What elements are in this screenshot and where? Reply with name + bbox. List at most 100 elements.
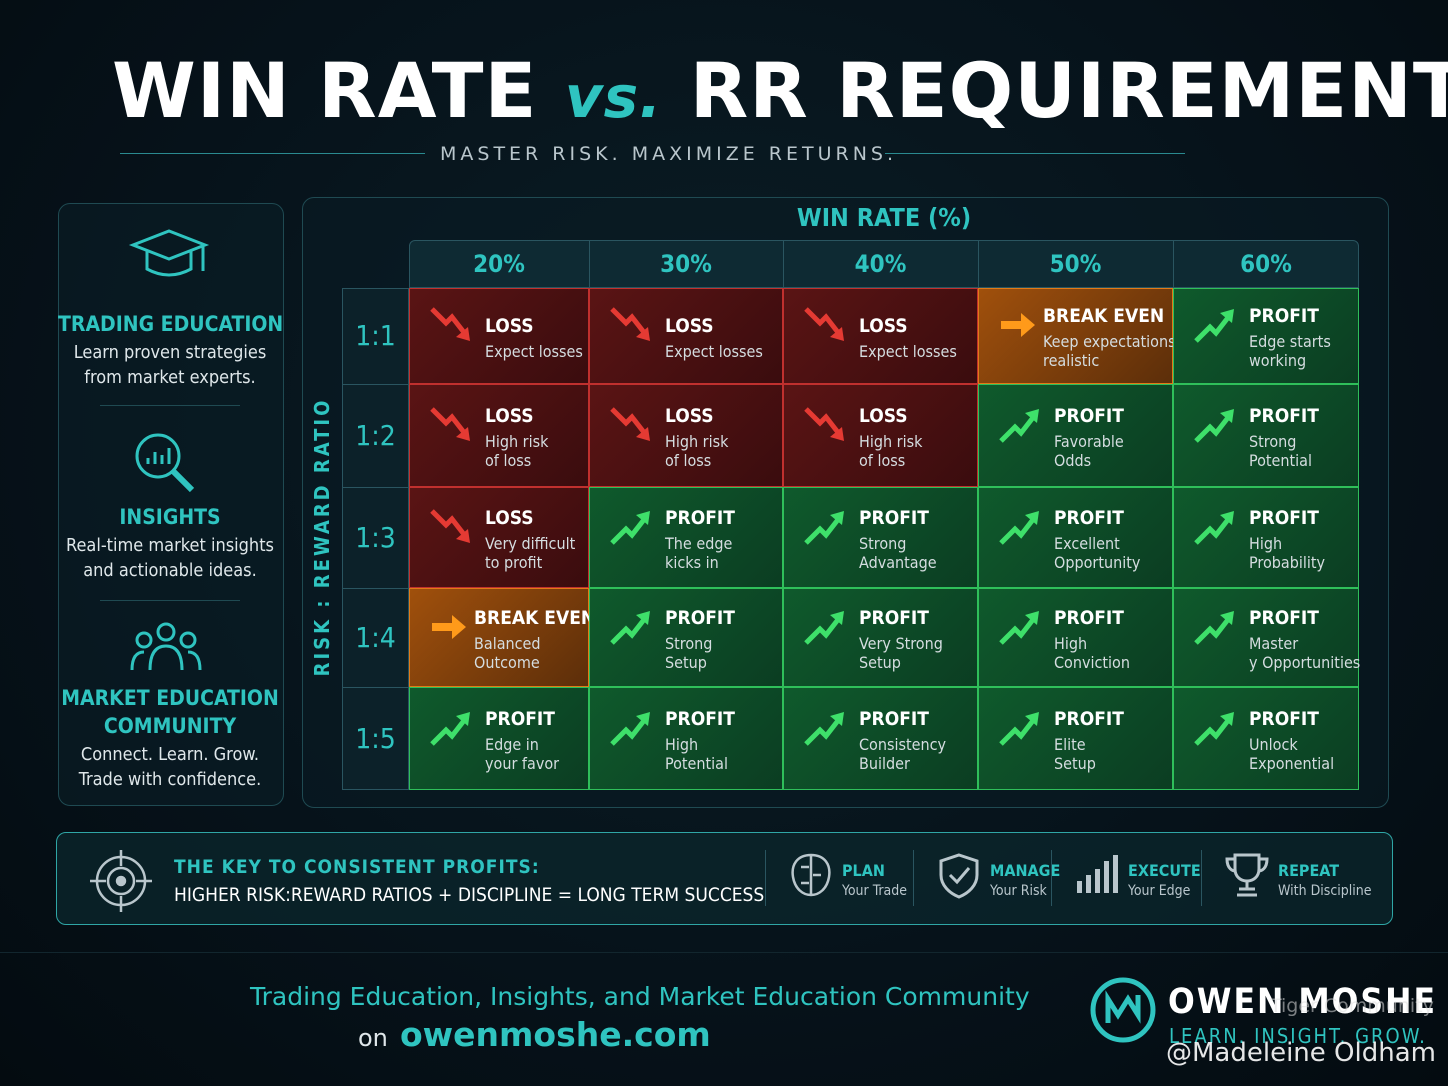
trend-icon bbox=[1192, 505, 1240, 553]
cell-note: Edge starts bbox=[1249, 332, 1331, 351]
title: WIN RATE vs. RR REQUIREMENT bbox=[112, 46, 1448, 135]
cell-status: LOSS bbox=[485, 314, 534, 337]
row-label: 1:3 bbox=[355, 520, 396, 554]
cell: PROFIT Favorable Odds bbox=[978, 384, 1173, 487]
trend-icon bbox=[428, 706, 476, 754]
cell: LOSS High risk of loss bbox=[783, 384, 978, 487]
cell: PROFIT Strong Advantage bbox=[783, 487, 978, 588]
watermark-site: Tiger Community bbox=[1270, 995, 1434, 1017]
cell-note: working bbox=[1249, 351, 1307, 370]
sidebar-text: Learn proven strategies bbox=[73, 342, 267, 363]
cell-note: High bbox=[1249, 533, 1283, 553]
row-label: 1:1 bbox=[355, 319, 396, 352]
cell: PROFIT Master y Opportunities bbox=[1173, 588, 1360, 687]
cell-status: LOSS bbox=[665, 404, 714, 427]
step-divider bbox=[765, 850, 766, 906]
trend-icon bbox=[1192, 605, 1240, 653]
step-icon bbox=[787, 851, 835, 903]
divider bbox=[100, 405, 240, 406]
cell-status: BREAK EVEN bbox=[474, 606, 596, 629]
logo bbox=[1090, 977, 1156, 1043]
trend-icon bbox=[608, 303, 656, 351]
cell: BREAK EVEN Keep expectations realistic bbox=[978, 288, 1176, 384]
cell: PROFIT Strong Potential bbox=[1173, 384, 1359, 487]
cell-note: Expect losses bbox=[485, 341, 583, 361]
cell-note: Odds bbox=[1054, 450, 1092, 470]
row-divider bbox=[342, 588, 409, 589]
cell: PROFIT Strong Setup bbox=[589, 588, 783, 687]
cell-note: Strong bbox=[859, 533, 907, 553]
cell-note: Opportunity bbox=[1054, 552, 1141, 572]
cell: LOSS High risk of loss bbox=[589, 384, 783, 487]
cell-note: kicks in bbox=[665, 552, 719, 572]
cell-note: to profit bbox=[485, 552, 543, 572]
cell-note: Setup bbox=[665, 652, 707, 672]
cell-status: PROFIT bbox=[1054, 404, 1124, 427]
cell-note: of loss bbox=[859, 450, 906, 470]
cell-note: Edge in bbox=[485, 734, 539, 754]
trend-icon bbox=[802, 403, 850, 451]
cell-status: PROFIT bbox=[665, 506, 735, 529]
cell: PROFIT Very Strong Setup bbox=[783, 588, 978, 687]
step-icon bbox=[935, 851, 983, 903]
title-end: RR REQUIREMENT bbox=[689, 46, 1448, 135]
cell-status: BREAK EVEN bbox=[1043, 305, 1165, 327]
cell-note: Potential bbox=[665, 753, 728, 773]
cell: PROFIT Edge in your favor bbox=[409, 687, 589, 790]
cell-note: Strong bbox=[1249, 431, 1297, 451]
row-label: 1:4 bbox=[355, 620, 396, 654]
step-title: EXECUTE bbox=[1128, 861, 1201, 880]
row-divider bbox=[342, 687, 409, 688]
cell-note: Consistency bbox=[859, 734, 947, 754]
cell-note: Exponential bbox=[1249, 753, 1335, 773]
cell-note: Elite bbox=[1054, 734, 1086, 754]
cell: PROFIT Excellent Opportunity bbox=[978, 487, 1173, 588]
cell-note: Expect losses bbox=[859, 341, 957, 361]
cell-status: LOSS bbox=[665, 314, 714, 337]
cell-status: PROFIT bbox=[1249, 707, 1319, 730]
cell-status: PROFIT bbox=[1249, 506, 1319, 529]
trend-icon bbox=[802, 706, 850, 754]
col-divider bbox=[1173, 240, 1174, 288]
trend-icon bbox=[997, 505, 1045, 553]
trend-icon bbox=[1192, 403, 1240, 451]
cell-note: High risk bbox=[665, 431, 729, 451]
footer-url: owenmoshe.com bbox=[400, 1015, 711, 1054]
title-vs: vs. bbox=[564, 63, 663, 131]
rule bbox=[885, 153, 1185, 154]
col-divider bbox=[783, 240, 784, 288]
cell-note: Very Strong bbox=[859, 633, 943, 653]
icon-cap bbox=[128, 229, 210, 277]
key-title: THE KEY TO CONSISTENT PROFITS: bbox=[174, 856, 540, 878]
cell-status: LOSS bbox=[485, 404, 534, 427]
cell-note: High bbox=[665, 734, 699, 754]
step-divider bbox=[1051, 850, 1052, 906]
cell-note: of loss bbox=[485, 450, 532, 470]
row-header: RISK : REWARD RATIO bbox=[310, 397, 334, 677]
trend-icon bbox=[608, 403, 656, 451]
sidebar-title: MARKET EDUCATION bbox=[61, 686, 279, 710]
cell-note: Very difficult bbox=[485, 533, 576, 553]
trend-icon bbox=[997, 605, 1045, 653]
cell-note: of loss bbox=[665, 450, 712, 470]
sidebar bbox=[58, 203, 284, 806]
sidebar-text: Real-time market insights bbox=[66, 535, 274, 556]
title-start: WIN RATE bbox=[112, 46, 538, 135]
rule bbox=[120, 153, 425, 154]
trend-icon bbox=[997, 706, 1045, 754]
step-divider bbox=[1201, 850, 1202, 906]
footer-rule bbox=[0, 952, 1448, 953]
cell-note: your favor bbox=[485, 753, 560, 773]
cell: LOSS Very difficult to profit bbox=[409, 487, 589, 588]
icon-search bbox=[135, 433, 195, 493]
cell-note: High risk bbox=[859, 431, 923, 451]
sidebar-text: Trade with confidence. bbox=[78, 769, 262, 790]
col-divider bbox=[978, 240, 979, 288]
cell-note: Strong bbox=[665, 633, 713, 653]
key-bar bbox=[56, 832, 1393, 925]
step-title: PLAN bbox=[842, 861, 885, 880]
trend-icon bbox=[1192, 706, 1240, 754]
col-divider bbox=[589, 240, 590, 288]
footer-on: on bbox=[358, 1024, 388, 1052]
cell: PROFIT Unlock Exponential bbox=[1173, 687, 1359, 790]
